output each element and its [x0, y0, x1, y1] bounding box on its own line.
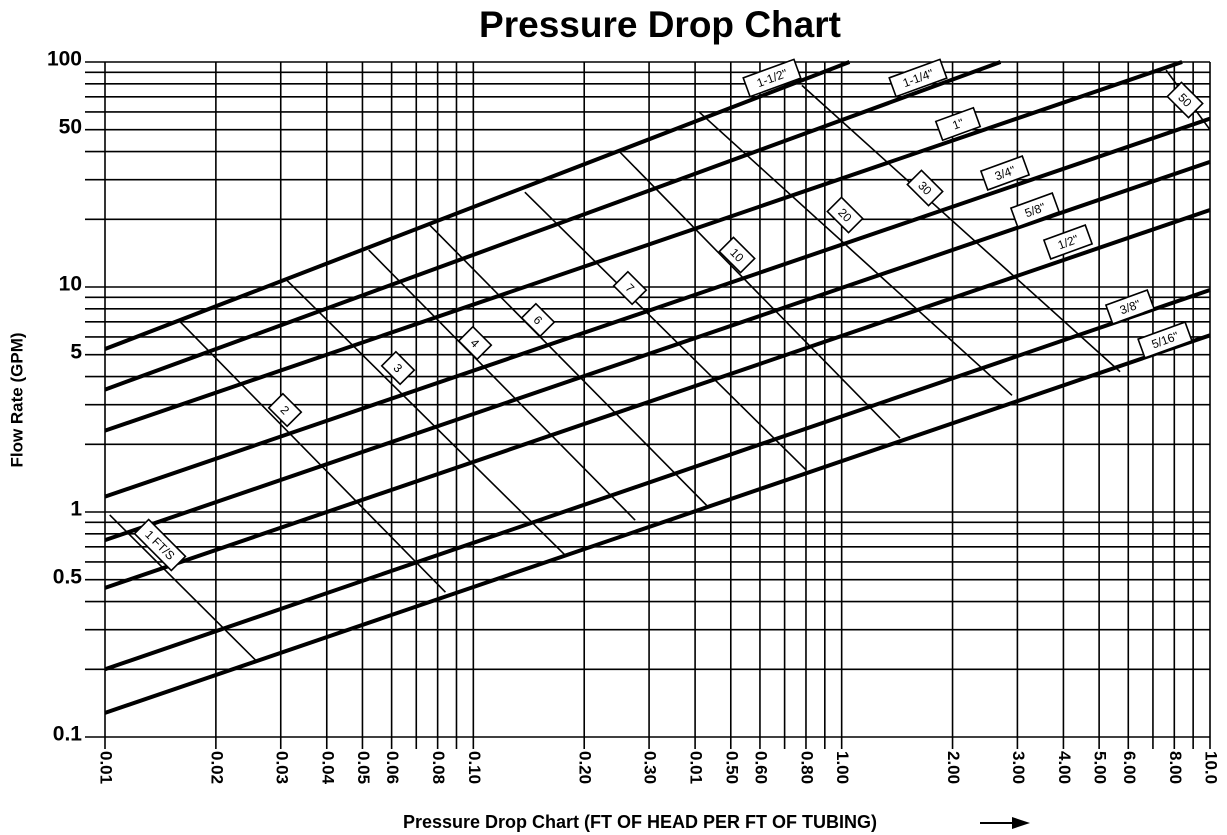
label-box — [1104, 289, 1156, 325]
tube-line — [104, 288, 1211, 672]
x-tick-label: 1.00 — [833, 751, 852, 784]
velocity-line — [801, 84, 1121, 373]
x-tick-label: 0.03 — [272, 751, 291, 784]
x-tick-label: 0.06 — [383, 751, 402, 784]
line-label: 3/8" — [1104, 289, 1156, 325]
y-tick-label: 0.5 — [53, 565, 83, 588]
x-tick-label: 4.00 — [1055, 751, 1074, 784]
y-tick-label: 0.1 — [53, 723, 83, 746]
x-tick-label: 5.00 — [1091, 751, 1110, 784]
line-label: 30 — [906, 169, 944, 207]
label-box — [934, 106, 982, 142]
x-tick-label: 0.30 — [641, 751, 660, 784]
line-label: 1 FT/S — [133, 518, 187, 572]
label-text: 1" — [951, 116, 966, 133]
label-box — [267, 392, 303, 428]
velocity-line — [179, 321, 447, 593]
label-box — [612, 270, 648, 306]
label-box — [133, 518, 187, 572]
label-box — [888, 58, 948, 98]
line-label: 1" — [934, 106, 982, 142]
x-tick-label: 6.00 — [1120, 751, 1139, 784]
label-box — [380, 350, 416, 386]
tube-line — [104, 60, 1183, 433]
label-box — [1009, 192, 1061, 228]
tube-line — [104, 60, 1002, 392]
velocity-line — [368, 249, 636, 521]
line-label: 5/16" — [1137, 321, 1193, 359]
x-tick-label: 0.10 — [465, 751, 484, 784]
tube-line — [104, 116, 1211, 499]
x-tick-label: 0.05 — [354, 751, 373, 784]
label-text: 3/8" — [1118, 297, 1142, 317]
velocity-line — [428, 224, 708, 506]
label-box — [742, 58, 802, 98]
label-box — [979, 155, 1031, 191]
x-tick-label: 0.20 — [576, 751, 595, 784]
tube-line — [104, 208, 1211, 590]
velocity-line — [619, 151, 901, 439]
x-tick-label: 2.00 — [944, 751, 963, 784]
label-text: 5/8" — [1023, 200, 1047, 220]
line-label: 1-1/4" — [888, 58, 948, 98]
tube-line — [104, 60, 851, 351]
y-axis-label: Flow Rate (GPM) — [7, 332, 26, 467]
line-label: 5/8" — [1009, 192, 1061, 228]
line-label: 1-1/2" — [742, 58, 802, 98]
label-box — [457, 325, 493, 361]
label-box — [1042, 224, 1094, 260]
line-label: 7 — [612, 270, 648, 306]
velocity-line — [285, 278, 567, 557]
tube-line — [104, 159, 1211, 543]
velocity-line — [109, 514, 256, 661]
line-label: 2 — [267, 392, 303, 428]
x-tick-label: 0.04 — [318, 751, 337, 785]
label-box — [906, 169, 944, 207]
x-tick-label: 8.00 — [1166, 751, 1185, 784]
line-label: 4 — [457, 325, 493, 361]
velocity-line — [698, 111, 1013, 396]
line-label: 3/4" — [979, 155, 1031, 191]
label-box — [520, 302, 556, 338]
line-label: 20 — [826, 196, 864, 234]
x-tick-label: 0.01 — [687, 751, 706, 784]
line-label: 50 — [1166, 81, 1204, 119]
x-tick-label: 0.02 — [207, 751, 226, 784]
x-axis-label: Pressure Drop Chart (FT OF HEAD PER FT O… — [403, 812, 877, 832]
y-tick-label: 10 — [59, 273, 82, 296]
label-text: 1/2" — [1056, 232, 1080, 252]
velocity-line — [524, 191, 807, 471]
arrow — [980, 817, 1030, 829]
x-tick-label: 0.80 — [797, 751, 816, 784]
y-tick-label: 100 — [47, 48, 82, 71]
x-tick-label: 0.08 — [429, 751, 448, 784]
line-label: 6 — [520, 302, 556, 338]
x-tick-label: 0.50 — [722, 751, 741, 784]
chart-title: Pressure Drop Chart — [479, 4, 841, 45]
y-tick-label: 1 — [70, 498, 82, 521]
y-tick-label: 5 — [70, 340, 82, 363]
tube-line — [104, 333, 1211, 715]
label-text: 3/4" — [993, 163, 1017, 183]
x-tick-label: 0.60 — [751, 751, 770, 784]
x-tick-label: 10.0 — [1202, 751, 1221, 784]
line-label: 3 — [380, 350, 416, 386]
y-tick-label: 50 — [59, 115, 82, 138]
label-box — [718, 236, 756, 274]
label-box — [826, 196, 864, 234]
x-tick-label: 3.00 — [1009, 751, 1028, 784]
line-label: 10 — [718, 236, 756, 274]
label-box — [1166, 81, 1204, 119]
line-label: 1/2" — [1042, 224, 1094, 260]
x-tick-label: 0.01 — [97, 751, 116, 784]
label-box — [1137, 321, 1193, 359]
